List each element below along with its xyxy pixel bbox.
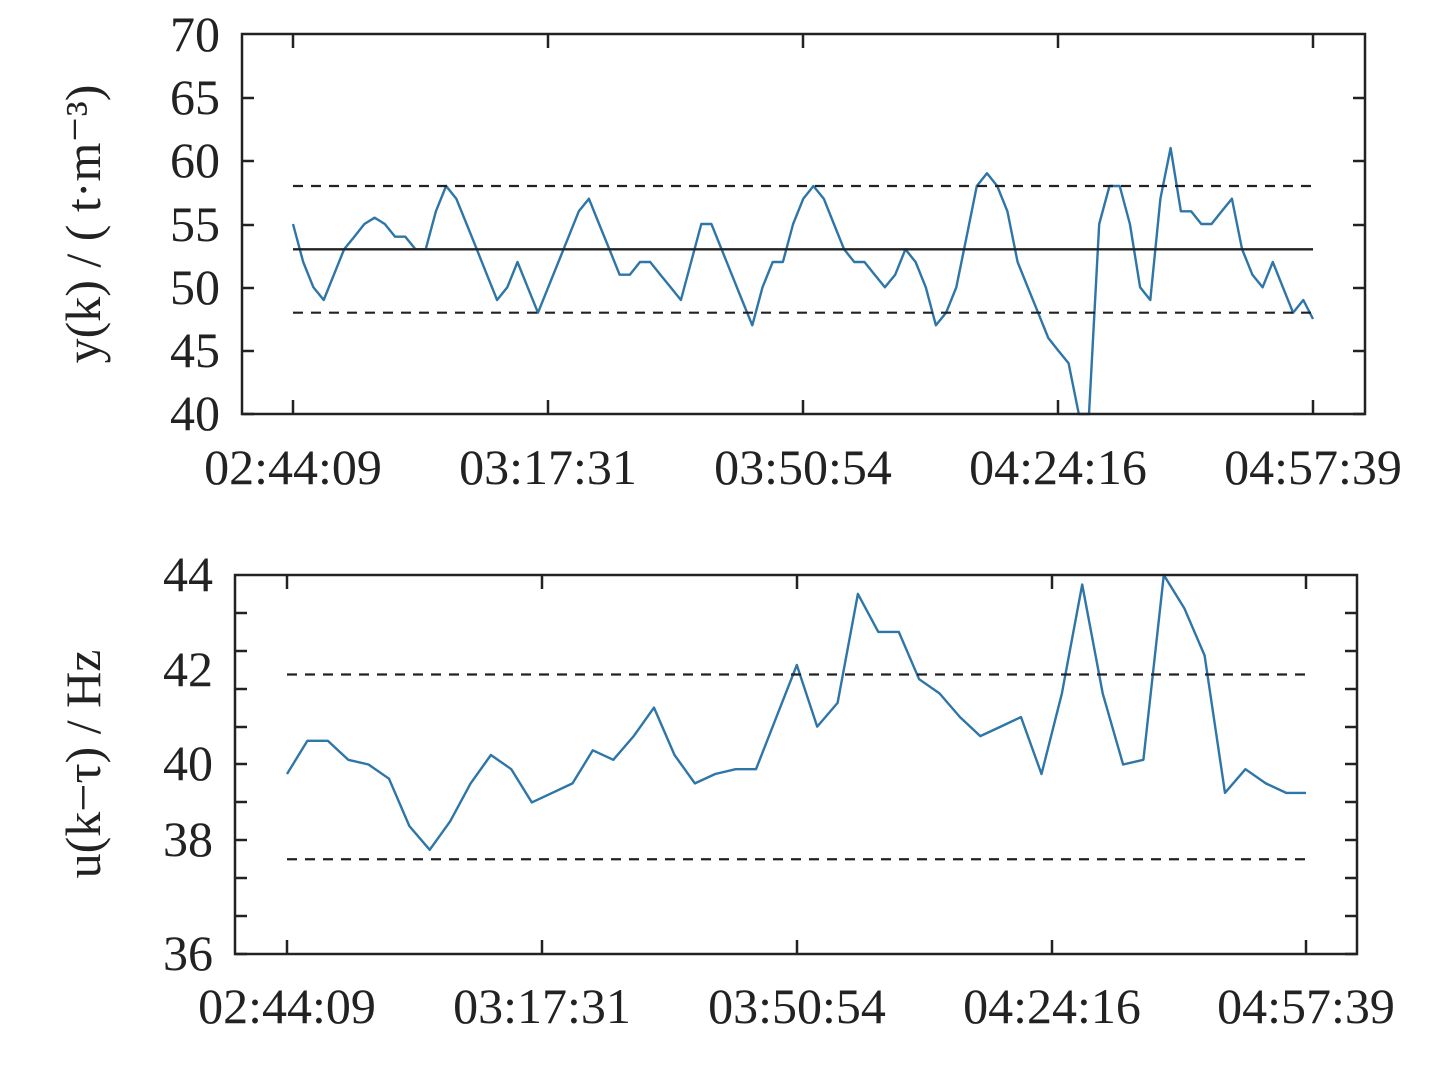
top-x-tick-label: 03:17:31 <box>459 439 637 495</box>
top-plot-frame <box>240 32 1367 416</box>
bottom-y-tick-label: 42 <box>163 641 213 697</box>
top-series-line <box>291 146 1315 416</box>
top-x-tick-label: 04:57:39 <box>1224 439 1402 495</box>
top-y-axis-title: y(k) / ( t·m⁻³) <box>55 85 111 364</box>
top-x-tick-label: 02:44:09 <box>204 439 382 495</box>
bottom-x-ticks: 02:44:09 03:17:31 03:50:54 04:24:16 04:5… <box>198 575 1395 1034</box>
bottom-x-tick-label: 03:50:54 <box>708 978 886 1034</box>
bottom-series-line <box>285 573 1306 851</box>
top-x-tick-label: 03:50:54 <box>714 439 892 495</box>
top-y-tick-label: 45 <box>170 322 220 378</box>
top-y-tick-label: 70 <box>170 6 220 62</box>
bottom-y-tick-label: 38 <box>163 811 213 867</box>
bottom-y-axis-title: u(k−τ) / Hz <box>55 650 111 879</box>
top-x-tick-label: 04:24:16 <box>969 439 1147 495</box>
bottom-x-tick-label: 03:17:31 <box>453 978 631 1034</box>
top-series-layer <box>291 146 1315 416</box>
top-reference-layer <box>293 184 1313 314</box>
top-y-tick-label: 65 <box>170 69 220 125</box>
bottom-x-tick-label: 02:44:09 <box>198 978 376 1034</box>
bottom-reference-layer <box>287 673 1306 861</box>
bottom-y-tick-label: 40 <box>163 735 213 791</box>
bottom-y-ticks: 36 38 40 42 44 <box>163 546 1357 981</box>
top-y-tick-label: 55 <box>170 196 220 252</box>
bottom-x-tick-label: 04:57:39 <box>1217 978 1395 1034</box>
bottom-chart: 36 38 40 42 44 02:44:09 03:17:31 03:50:5… <box>55 546 1395 1034</box>
top-x-ticks: 02:44:09 03:17:31 03:50:54 04:24:16 04:5… <box>204 34 1402 495</box>
bottom-y-tick-label: 36 <box>163 925 213 981</box>
top-chart: 40 45 50 55 60 65 70 02:44:09 03:17:31 0… <box>55 6 1402 495</box>
bottom-series-layer <box>285 573 1306 851</box>
top-y-ticks: 40 45 50 55 60 65 70 <box>170 6 1365 441</box>
top-y-tick-label: 40 <box>170 385 220 441</box>
bottom-y-tick-label: 44 <box>163 546 213 602</box>
top-y-tick-label: 60 <box>170 132 220 188</box>
bottom-plot-frame <box>233 573 1359 956</box>
bottom-x-tick-label: 04:24:16 <box>963 978 1141 1034</box>
top-y-tick-label: 50 <box>170 259 220 315</box>
